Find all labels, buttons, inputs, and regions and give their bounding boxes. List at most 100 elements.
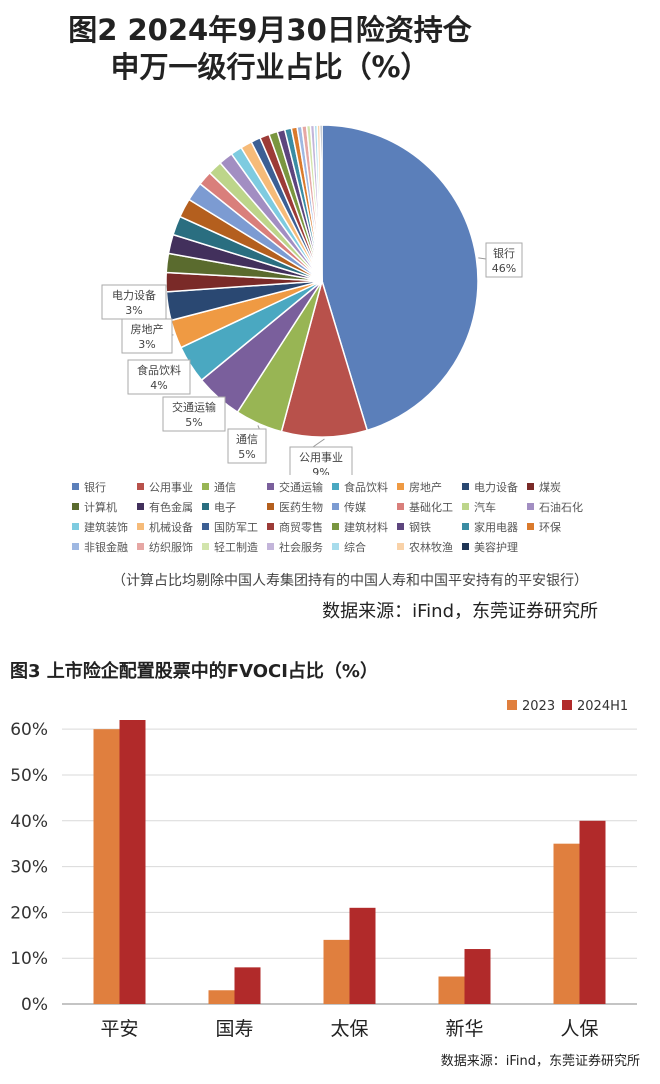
y-tick-label-0: 0% (21, 995, 48, 1015)
bar-source: 数据来源：iFind，东莞证券研究所 (440, 1054, 640, 1069)
pie-label-value-1: 9% (312, 466, 329, 475)
legend-swatch-16 (72, 523, 79, 530)
legend-label-19: 商贸零售 (279, 520, 323, 534)
x-tick-label-2: 太保 (330, 1018, 368, 1040)
legend-item-7: 煤炭 (527, 478, 592, 495)
pie-chart: 银行 46% 公用事业 9% 通信 5% 交通运输 5% 食品饮料 4% 房地产 3% 电力设备 3% (101, 124, 523, 475)
bar-2024H1-人保 (579, 820, 606, 1004)
pie-slice-0 (321, 124, 479, 432)
legend-swatch-19 (267, 523, 274, 530)
legend-label-20: 建筑材料 (344, 520, 388, 534)
pie-label-value-4: 4% (150, 379, 167, 392)
legend-swatch-18 (202, 523, 209, 530)
legend-swatch-11 (267, 503, 274, 510)
legend-item-30: 美容护理 (462, 538, 527, 555)
bar-2023-新华 (438, 976, 465, 1004)
pie-label-value-5: 3% (138, 338, 155, 351)
legend-label-13: 基础化工 (409, 500, 453, 514)
y-tick-label-3: 30% (10, 858, 48, 878)
x-tick-label-0: 平安 (100, 1018, 138, 1040)
bar-2024H1-太保 (349, 907, 376, 1004)
legend-swatch-22 (462, 523, 469, 530)
legend-item-22: 家用电器 (462, 518, 527, 535)
legend-swatch-28 (332, 543, 339, 550)
legend-swatch-1 (137, 483, 144, 490)
pie-leader-0 (478, 257, 487, 260)
bar-legend-swatch-1 (562, 700, 572, 710)
pie-label-name-1: 公用事业 (299, 451, 343, 464)
y-tick-label-5: 50% (10, 766, 48, 786)
legend-label-2: 通信 (214, 480, 236, 494)
pie-callout-box-6 (101, 284, 167, 320)
bar-chart: 0% 10% 20% 30% 40% 50% 60% 平安 国寿 太保 新华 人保 2023 2024H1 (10, 699, 637, 1040)
legend-swatch-23 (527, 523, 534, 530)
legend-item-19: 商贸零售 (267, 518, 332, 535)
pie-label-value-2: 5% (238, 448, 255, 461)
legend-item-25: 纺织服饰 (137, 538, 202, 555)
legend-swatch-27 (267, 543, 274, 550)
pie-chart-title-line1: 图2 2024年9月30日险资持仓 (68, 13, 472, 47)
bar-2024H1-国寿 (234, 967, 261, 1004)
x-tick-label-3: 新华 (445, 1018, 483, 1040)
legend-item-28: 综合 (332, 538, 397, 555)
legend-label-24: 非银金融 (84, 540, 128, 554)
pie-callout-box-5 (121, 318, 173, 354)
legend-label-26: 轻工制造 (214, 540, 258, 554)
pie-note: （计算占比均剔除中国人寿集团持有的中国人寿和中国平安持有的平安银行） (112, 573, 588, 589)
legend-item-14: 汽车 (462, 498, 527, 515)
pie-label-value-6: 3% (125, 304, 142, 317)
legend-label-10: 电子 (214, 500, 236, 514)
legend-item-11: 医药生物 (267, 498, 332, 515)
pie-label-name-4: 食品饮料 (137, 363, 181, 377)
legend-swatch-2 (202, 483, 209, 490)
bar-legend-label-0: 2023 (522, 699, 555, 714)
legend-item-17: 机械设备 (137, 518, 202, 535)
pie-callout-box-2 (227, 428, 267, 464)
legend-swatch-6 (462, 483, 469, 490)
legend-label-28: 综合 (344, 540, 366, 554)
legend-item-2: 通信 (202, 478, 267, 495)
legend-label-1: 公用事业 (149, 480, 193, 494)
legend-swatch-3 (267, 483, 274, 490)
legend-label-14: 汽车 (474, 500, 496, 514)
legend-item-24: 非银金融 (72, 538, 137, 555)
legend-swatch-17 (137, 523, 144, 530)
legend-item-4: 食品饮料 (332, 478, 397, 495)
x-tick-label-1: 国寿 (215, 1018, 253, 1040)
legend-item-1: 公用事业 (137, 478, 202, 495)
legend-label-0: 银行 (84, 480, 106, 494)
legend-label-3: 交通运输 (279, 480, 323, 494)
legend-item-10: 电子 (202, 498, 267, 515)
legend-swatch-12 (332, 503, 339, 510)
legend-swatch-5 (397, 483, 404, 490)
legend-swatch-4 (332, 483, 339, 490)
legend-item-5: 房地产 (397, 478, 462, 495)
bar-legend-label-1: 2024H1 (577, 699, 628, 714)
legend-swatch-9 (137, 503, 144, 510)
legend-swatch-15 (527, 503, 534, 510)
pie-callout-box-4 (127, 359, 191, 395)
pie-label-name-0: 银行 (493, 246, 515, 260)
legend-swatch-7 (527, 483, 534, 490)
pie-callout-box-0 (485, 242, 523, 278)
legend-swatch-20 (332, 523, 339, 530)
legend-label-16: 建筑装饰 (84, 520, 128, 534)
legend-label-4: 食品饮料 (344, 480, 388, 494)
bar-2024H1-新华 (464, 949, 491, 1004)
x-tick-label-4: 人保 (560, 1018, 598, 1040)
legend-label-21: 钢铁 (409, 520, 431, 534)
legend-item-12: 传媒 (332, 498, 397, 515)
legend-label-29: 农林牧渔 (409, 540, 453, 554)
legend-item-3: 交通运输 (267, 478, 332, 495)
legend-item-8: 计算机 (72, 498, 137, 515)
legend-item-6: 电力设备 (462, 478, 527, 495)
pie-source: 数据来源：iFind，东莞证券研究所 (322, 601, 598, 622)
legend-swatch-10 (202, 503, 209, 510)
pie-slice-1 (280, 278, 369, 438)
legend-label-17: 机械设备 (149, 520, 193, 534)
pie-label-name-5: 房地产 (131, 322, 164, 336)
legend-swatch-30 (462, 543, 469, 550)
legend-item-0: 银行 (72, 478, 137, 495)
legend-item-16: 建筑装饰 (72, 518, 137, 535)
bar-2023-平安 (93, 729, 120, 1004)
